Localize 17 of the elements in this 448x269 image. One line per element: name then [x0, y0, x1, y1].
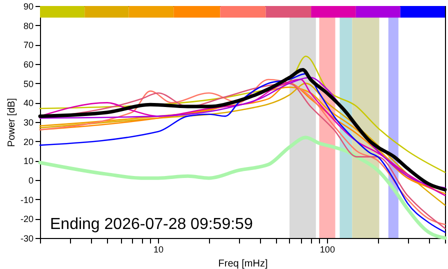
- y-tick-label: 20: [23, 136, 34, 147]
- y-tick-label: 40: [23, 98, 34, 108]
- y-tick-label: -10: [20, 194, 34, 205]
- y-tick-label: 10: [23, 156, 34, 166]
- x-tick-label: 100: [320, 244, 335, 254]
- y-tick-label: 80: [23, 20, 34, 31]
- y-tick-label: 60: [23, 60, 34, 70]
- y-tick-label: 0: [28, 176, 34, 186]
- y-tick-label: 50: [23, 78, 34, 89]
- y-tick-label: 30: [23, 118, 34, 128]
- x-axis-title: Freq [mHz]: [218, 258, 268, 269]
- y-tick-label: -20: [20, 214, 34, 224]
- y-axis-title: Power [dB]: [6, 98, 18, 147]
- y-tick-label: 70: [23, 40, 34, 50]
- y-tick-label: 90: [23, 2, 34, 12]
- y-tick-label: -30: [20, 234, 34, 244]
- annotation: Ending 2026-07-28 09:59:59: [50, 216, 253, 233]
